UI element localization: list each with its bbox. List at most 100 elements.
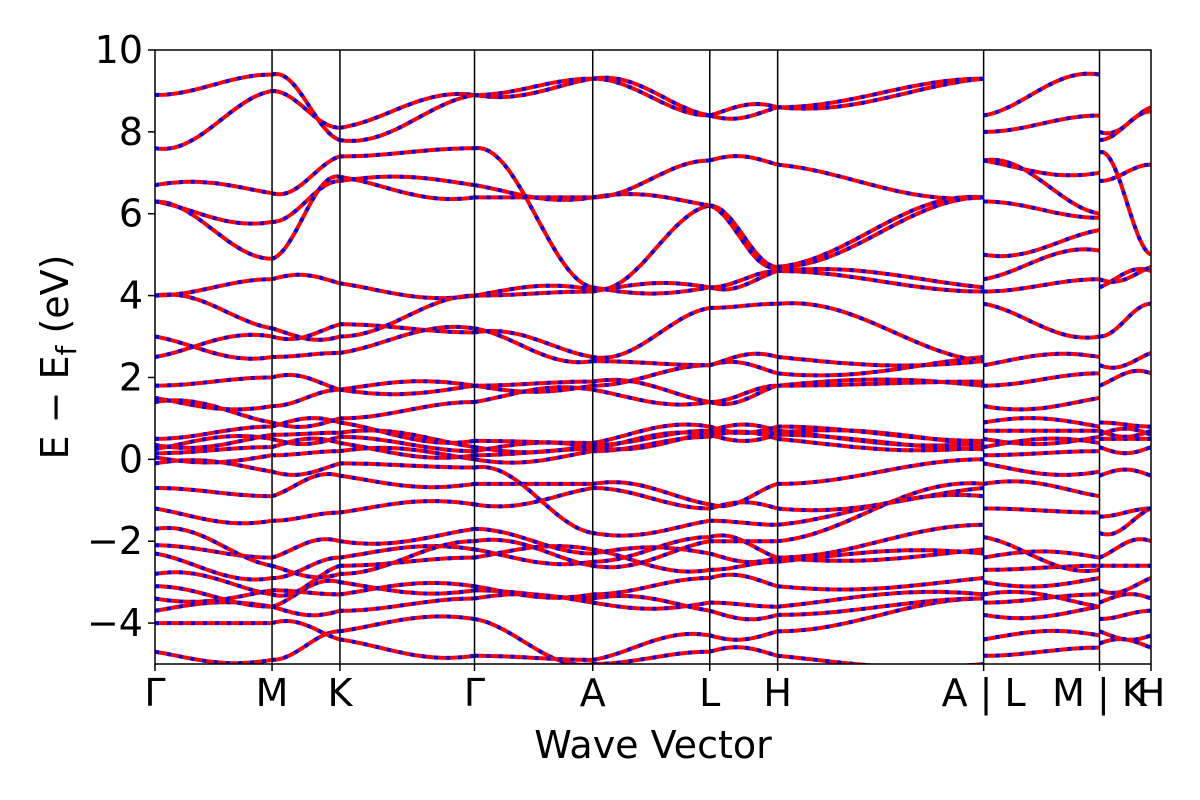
- band-line-overlay-7-19: [983, 351, 1100, 368]
- band-line-1-2: [271, 604, 341, 618]
- y-tick-label-6: −2: [87, 519, 143, 563]
- band-line-5-15: [709, 422, 779, 433]
- x-tick-label-3: Γ: [464, 671, 485, 715]
- band-line-1-9: [272, 510, 340, 523]
- band-line-overlay-0-23: [155, 292, 273, 331]
- band-line-2-10: [339, 473, 475, 490]
- band-line-overlay-4-26: [592, 285, 711, 296]
- band-line-overlay-4-22: [592, 281, 711, 294]
- band-line-6-2: [777, 589, 984, 609]
- band-line-overlay-6-25: [777, 195, 984, 269]
- band-line-5-21: [709, 351, 779, 368]
- band-line-1-11: [271, 461, 341, 477]
- band-line-3-9: [474, 486, 594, 509]
- band-line-6-21: [777, 355, 984, 368]
- band-line-2-6: [339, 544, 475, 560]
- band-line-1-15: [272, 430, 340, 437]
- band-line-overlay-7-7: [983, 549, 1100, 560]
- x-tick-label-6: H: [763, 671, 792, 715]
- band-line-overlay-7-26: [983, 158, 1100, 178]
- band-line-overlay-4-16: [592, 422, 711, 445]
- band-line-6-16: [777, 424, 984, 443]
- band-line-overlay-4-9: [592, 486, 710, 511]
- band-line-overlay-4-21: [592, 359, 710, 368]
- y-tick-label-1: 8: [119, 110, 143, 154]
- band-line-overlay-5-6: [709, 533, 779, 560]
- band-line-6-18: [777, 355, 984, 378]
- band-line-overlay-0-5: [155, 570, 273, 597]
- band-line-1-23: [271, 326, 341, 342]
- band-line-8-21: [1099, 149, 1151, 257]
- band-line-overlay-1-10: [271, 471, 341, 499]
- band-line-overlay-6-19: [777, 379, 984, 388]
- band-line-overlay-0-13: [155, 445, 272, 456]
- band-line-overlay-4-11: [592, 518, 711, 538]
- band-line-1-18: [271, 387, 340, 409]
- band-line-6-15: [777, 428, 984, 448]
- band-line-overlay-4-24: [592, 158, 710, 200]
- band-line-overlay-7-16: [983, 416, 1100, 429]
- band-line-5-20: [709, 301, 778, 310]
- y-axis-label-main: E − E: [33, 355, 77, 459]
- band-line-overlay-6-23: [777, 194, 984, 269]
- band-line-overlay-1-27: [271, 88, 341, 130]
- band-line-overlay-3-1: [474, 653, 593, 662]
- band-line-overlay-7-11: [983, 461, 1100, 477]
- band-line-overlay-8-3: [1098, 592, 1151, 605]
- band-line-overlay-0-12: [155, 453, 273, 465]
- y-tick-label-4: 2: [119, 355, 143, 399]
- band-line-6-11: [777, 492, 984, 527]
- band-line-overlay-8-23: [1099, 109, 1151, 143]
- band-line-1-8: [271, 563, 341, 580]
- band-line-overlay-8-20: [1099, 162, 1151, 183]
- band-line-2-20: [339, 322, 475, 335]
- band-line-overlay-3-16: [474, 438, 593, 445]
- band-line-7-28: [983, 71, 1100, 118]
- band-line-3-11: [474, 465, 594, 535]
- band-line-overlay-3-21: [474, 326, 593, 365]
- band-line-5-2: [709, 600, 778, 609]
- band-line-overlay-1-28: [271, 71, 341, 142]
- band-line-overlay-3-6: [474, 547, 593, 567]
- x-tick-label-0: Γ: [144, 671, 165, 715]
- band-line-2-21: [339, 324, 475, 355]
- band-line-overlay-8-16: [1098, 351, 1151, 370]
- band-line-4-23: [592, 203, 711, 292]
- band-line-overlay-0-21: [155, 334, 273, 361]
- band-line-overlay-7-12: [983, 449, 1100, 458]
- band-line-1-17: [271, 416, 341, 429]
- band-line-1-1: [271, 618, 341, 642]
- band-line-2-23: [339, 293, 475, 339]
- band-line-5-3: [709, 572, 779, 589]
- band-line-4-19: [592, 377, 711, 404]
- band-line-overlay-3-23: [474, 283, 594, 298]
- band-line-6-22: [777, 269, 984, 294]
- band-line-overlay-3-18: [474, 383, 594, 394]
- band-line-overlay-1-26: [271, 154, 341, 197]
- band-line-2-8: [339, 539, 475, 576]
- x-axis-label: Wave Vector: [534, 723, 772, 767]
- y-tick-label-3: 4: [119, 274, 143, 318]
- band-line-overlay-4-25: [592, 192, 711, 208]
- band-line-6-6: [777, 547, 984, 563]
- band-line-overlay-3-4: [474, 588, 593, 601]
- band-line-overlay-7-23: [983, 228, 1100, 259]
- band-line-overlay-3-20: [474, 329, 594, 359]
- band-line-3-0: [474, 617, 593, 664]
- band-line-3-27: [474, 76, 594, 100]
- band-line-2-17: [339, 400, 475, 421]
- band-line-overlay-3-8: [474, 537, 594, 568]
- band-line-overlay-7-8: [983, 535, 1100, 574]
- band-line-overlay-5-23: [709, 203, 778, 269]
- band-line-3-26: [474, 145, 594, 290]
- band-line-overlay-4-27: [592, 76, 710, 118]
- band-line-2-11: [339, 461, 475, 470]
- band-line-overlay-8-7: [1098, 506, 1151, 537]
- band-line-overlay-0-22: [155, 277, 273, 298]
- band-line-overlay-4-5: [592, 547, 711, 574]
- band-line-overlay-5-10: [709, 481, 779, 509]
- band-line-1-12: [272, 449, 340, 458]
- band-line-1-24: [271, 179, 341, 224]
- band-line-8-15: [1098, 368, 1151, 388]
